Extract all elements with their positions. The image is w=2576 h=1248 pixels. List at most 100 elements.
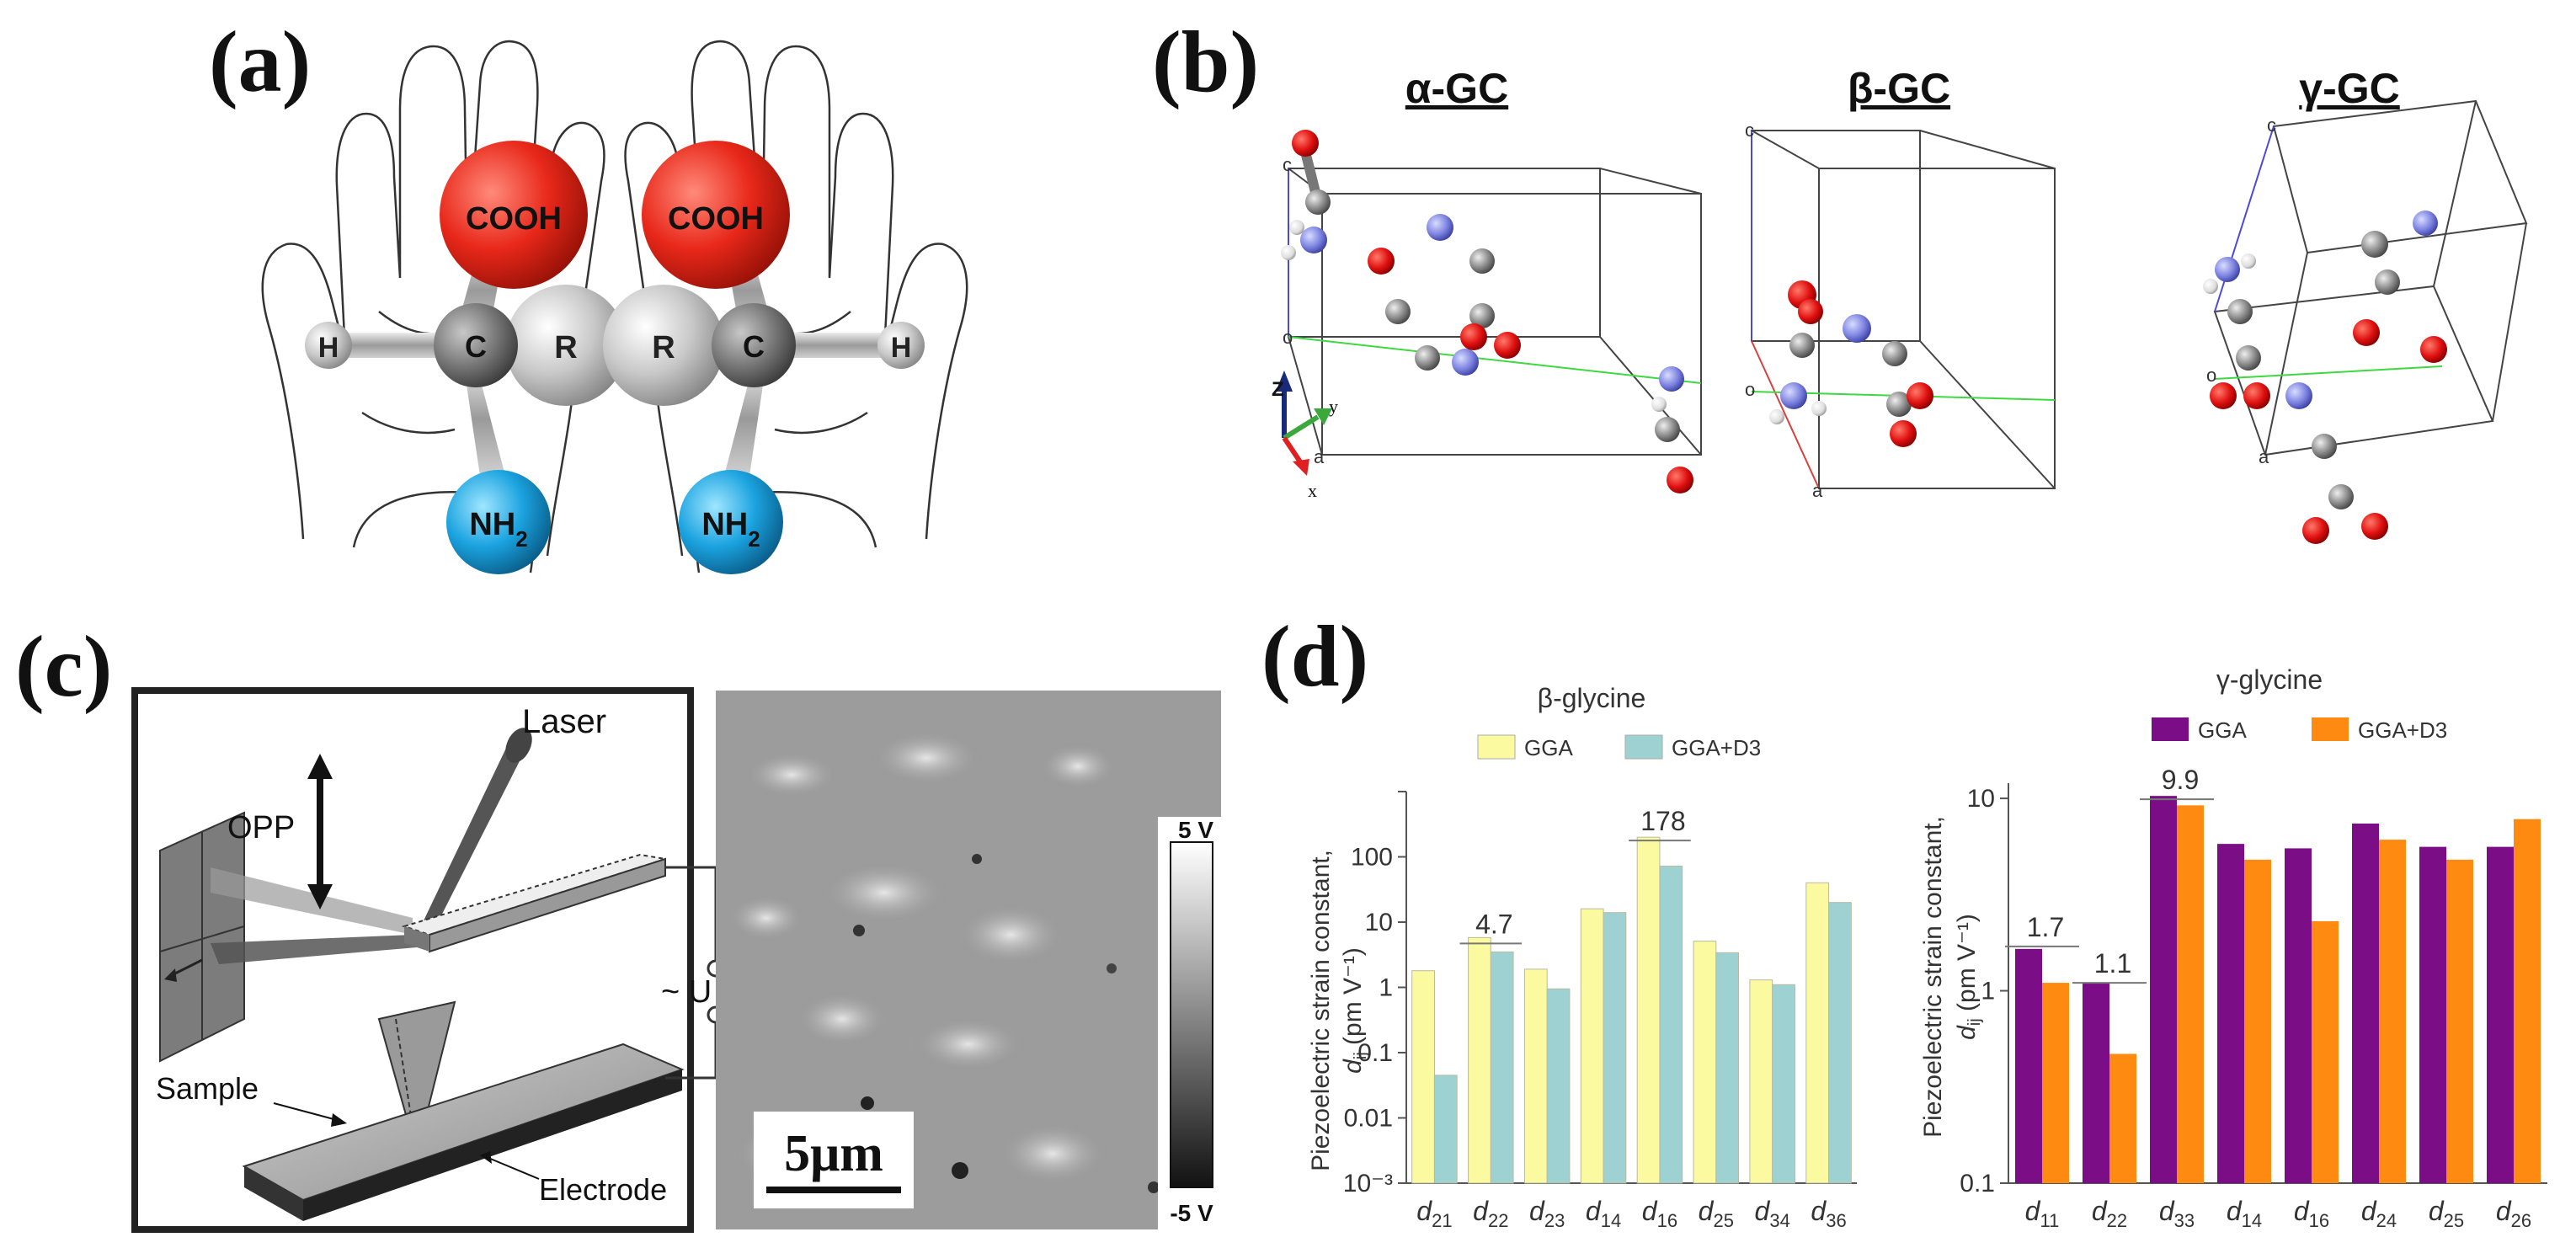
r-atom-left [505,285,627,406]
legend-swatch-ggad3 [1624,734,1663,760]
y-tick-label: 10 [1967,785,1995,813]
y-axis-label: Piezoelectric strain constant, [1919,816,1947,1138]
x-tick-label: d16 [1642,1196,1677,1231]
x-tick-label: d24 [2361,1196,2397,1231]
r-label-left: R [554,330,577,365]
x-tick-label: d11 [2025,1196,2060,1231]
gamma-gc-title: γ-GC [2299,65,2399,112]
bar [1603,912,1627,1184]
nh2-atom-right [679,470,783,574]
bar [1828,902,1852,1184]
alpha-gc-cell [1288,168,1702,456]
bar [2487,846,2514,1183]
svg-text:NH2: NH2 [701,507,760,552]
legend-swatch-ggad3 [2312,717,2349,741]
legend-label: GGA [1524,735,1573,760]
r-atom-right [603,285,724,406]
r-label-right: R [652,330,675,365]
bar [2109,1053,2136,1183]
svg-text:NH2: NH2 [469,507,527,552]
bar [1772,984,1795,1184]
gamma-gc-molecules [2203,211,2447,544]
y-tick-label: 0.01 [1344,1105,1393,1133]
x-tick-label: d26 [2496,1196,2531,1231]
gamma-gc-cell [2213,99,2528,456]
annotation-label: 1.7 [2027,912,2064,942]
glycine-crystal-structures: α-GC β-GC γ-GC c o a Z y x [1272,65,2528,544]
opp-label: OPP [227,810,295,845]
chart-title: β-glycine [1538,683,1646,713]
x-tick-label: d23 [1529,1196,1565,1231]
beta-glycine-chart: β-glycine GGA GGA+D3 Piezoelectric strai… [1307,683,1857,1231]
bar [2379,840,2406,1183]
laser-beam [417,741,526,939]
y-tick-label: 1 [1379,974,1393,1002]
y-tick-label: 0.1 [1960,1170,1995,1197]
x-tick-label: d25 [1699,1196,1734,1231]
annotation-label: 1.1 [2094,948,2131,979]
x-tick-label: d36 [1811,1196,1846,1231]
annotation-label: 9.9 [2162,765,2199,795]
bar [1693,941,1717,1184]
x-tick-label: d22 [1473,1196,1508,1231]
panel-label-c: (c) [15,618,113,715]
x-tick-label: d21 [1416,1196,1452,1231]
electrode-label: Electrode [539,1172,667,1207]
colorbar [1170,841,1213,1188]
bar [2244,859,2271,1183]
voltage-label: ~ U [661,974,712,1010]
x-tick-label: d14 [2227,1196,2262,1231]
bar [2285,848,2312,1183]
h-atom-left [305,322,352,369]
c-label-left: C [465,329,487,364]
colorbar-bottom-label: -5 V [1170,1200,1213,1226]
h-label-right: H [891,332,912,364]
laser-label: Laser [522,703,606,740]
x-tick-label: d22 [2092,1196,2127,1231]
y-tick-label: 100 [1351,844,1393,872]
legend-label: GGA+D3 [1672,735,1761,760]
cooh-atom-left [440,141,588,289]
chart-title: γ-glycine [2216,664,2323,695]
bar [1636,836,1661,1184]
bar [1749,979,1773,1184]
right-molecule: COOH H R C NH2 [603,141,925,574]
bar [2042,983,2069,1183]
c-atom-left [434,303,518,387]
x-tick-label: d34 [1755,1196,1790,1231]
bar [2312,920,2339,1183]
c-label-right: C [743,329,765,364]
x-tick-label: d16 [2294,1196,2329,1231]
svg-text:c: c [1745,120,1754,141]
cooh-atom-right [642,141,790,289]
bar [2150,796,2177,1183]
sample-label: Sample [156,1071,259,1106]
c-atom-right [712,303,796,387]
svg-text:c: c [1283,154,1292,175]
legend-swatch-gga [1477,734,1516,760]
chart-legend: GGA GGA+D3 [1477,734,1761,760]
cooh-label-right: COOH [668,201,764,237]
y-tick-label: 10⁻³ [1343,1170,1393,1197]
bar [1659,866,1683,1184]
h-label-left: H [318,332,339,364]
beta-gc-cell [1751,130,2056,489]
svg-text:a: a [1812,480,1823,501]
x-tick-label: d33 [2159,1196,2195,1231]
bar [1805,882,1830,1184]
bar [2419,846,2446,1183]
panel-label-a: (a) [209,13,312,110]
panel-label-b: (b) [1152,13,1260,110]
bar [2015,948,2042,1183]
x-tick-label: d25 [2429,1196,2464,1231]
beta-gc-molecules [1769,280,1933,447]
svg-text:x: x [1308,480,1317,501]
svg-text:o: o [1745,379,1755,400]
scale-bar-label: 5μm [784,1125,883,1182]
pfm-setup-and-image: Laser OPP ~ U Sample Electrode [131,687,1221,1233]
bar [1411,970,1435,1184]
bar [1523,968,1548,1184]
panel-label-d: (d) [1261,608,1369,705]
svg-text:a: a [1314,446,1325,467]
bar [1433,1075,1458,1184]
